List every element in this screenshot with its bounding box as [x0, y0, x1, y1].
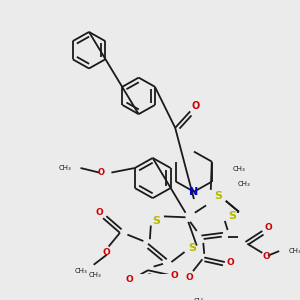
Text: CH₃: CH₃ [58, 165, 71, 171]
Text: CH₃: CH₃ [74, 268, 87, 274]
Text: CH₃: CH₃ [289, 248, 300, 254]
Text: CH₃: CH₃ [88, 272, 101, 278]
Text: O: O [192, 101, 200, 111]
Text: CH₃: CH₃ [232, 166, 245, 172]
Text: O: O [98, 168, 105, 177]
Text: O: O [226, 258, 234, 267]
Text: S: S [228, 212, 236, 221]
Text: O: O [185, 273, 193, 282]
Text: O: O [264, 223, 272, 232]
Text: O: O [95, 208, 103, 217]
Text: O: O [103, 248, 111, 257]
Text: CH₃: CH₃ [238, 181, 251, 187]
Text: O: O [170, 271, 178, 280]
Text: S: S [214, 191, 222, 201]
Text: CH₃: CH₃ [193, 298, 206, 300]
Text: N: N [189, 187, 199, 197]
Text: O: O [125, 275, 133, 284]
Text: O: O [262, 252, 270, 261]
Text: S: S [188, 243, 196, 253]
Text: S: S [152, 216, 160, 226]
